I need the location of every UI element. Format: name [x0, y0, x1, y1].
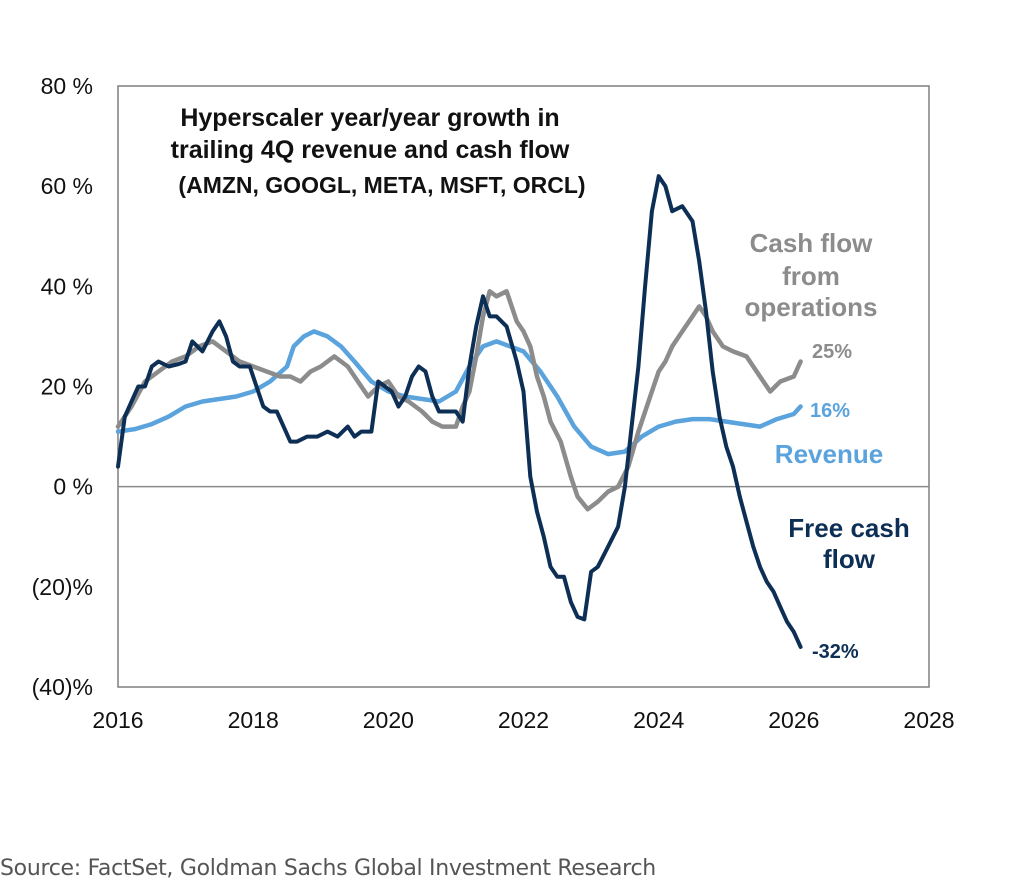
series-line-revenue	[115, 329, 803, 457]
x-axis-ticks: 2016 2018 2020 2022 2024 2026 2028	[92, 707, 954, 733]
x-tick-label: 2028	[903, 707, 954, 733]
y-tick-label: 80 %	[41, 73, 93, 99]
end-label-free-cash-flow: -32%	[812, 641, 859, 663]
end-label-revenue: 16%	[810, 400, 850, 422]
plot-area-frame	[117, 85, 930, 688]
series-line-cash-flow-from-operations	[115, 289, 803, 512]
label-cash-flow-ops-line-3: operations	[745, 292, 878, 322]
end-label-cash-flow-ops: 25%	[812, 341, 852, 363]
label-cash-flow-ops-line-2: from	[782, 261, 840, 291]
chart-title-line-1: Hyperscaler year/year growth in	[180, 104, 559, 132]
series-lines	[115, 174, 803, 649]
y-tick-label: 40 %	[41, 273, 93, 299]
x-tick-label: 2024	[633, 707, 684, 733]
chart-subtitle: (AMZN, GOOGL, META, MSFT, ORCL)	[178, 172, 585, 198]
y-tick-label: (20)%	[32, 574, 93, 600]
y-tick-label: 0 %	[53, 474, 93, 500]
x-tick-label: 2026	[768, 707, 819, 733]
source-note: Source: FactSet, Goldman Sachs Global In…	[0, 856, 656, 881]
y-tick-label: 60 %	[41, 173, 93, 199]
label-free-cash-flow-line-2: flow	[823, 544, 876, 574]
label-free-cash-flow-line-1: Free cash	[788, 513, 909, 543]
x-tick-label: 2016	[92, 707, 143, 733]
label-cash-flow-ops-line-1: Cash flow	[750, 228, 874, 258]
y-tick-label: 20 %	[41, 374, 93, 400]
label-revenue: Revenue	[775, 439, 883, 469]
y-axis-ticks: 80 % 60 % 40 % 20 % 0 % (20)% (40)%	[32, 73, 93, 700]
x-tick-label: 2020	[363, 707, 414, 733]
x-tick-label: 2018	[228, 707, 279, 733]
series-line-free-cash-flow	[116, 174, 803, 649]
y-tick-label: (40)%	[32, 674, 93, 700]
chart-title-line-2: trailing 4Q revenue and cash flow	[171, 136, 570, 164]
x-tick-label: 2022	[498, 707, 549, 733]
